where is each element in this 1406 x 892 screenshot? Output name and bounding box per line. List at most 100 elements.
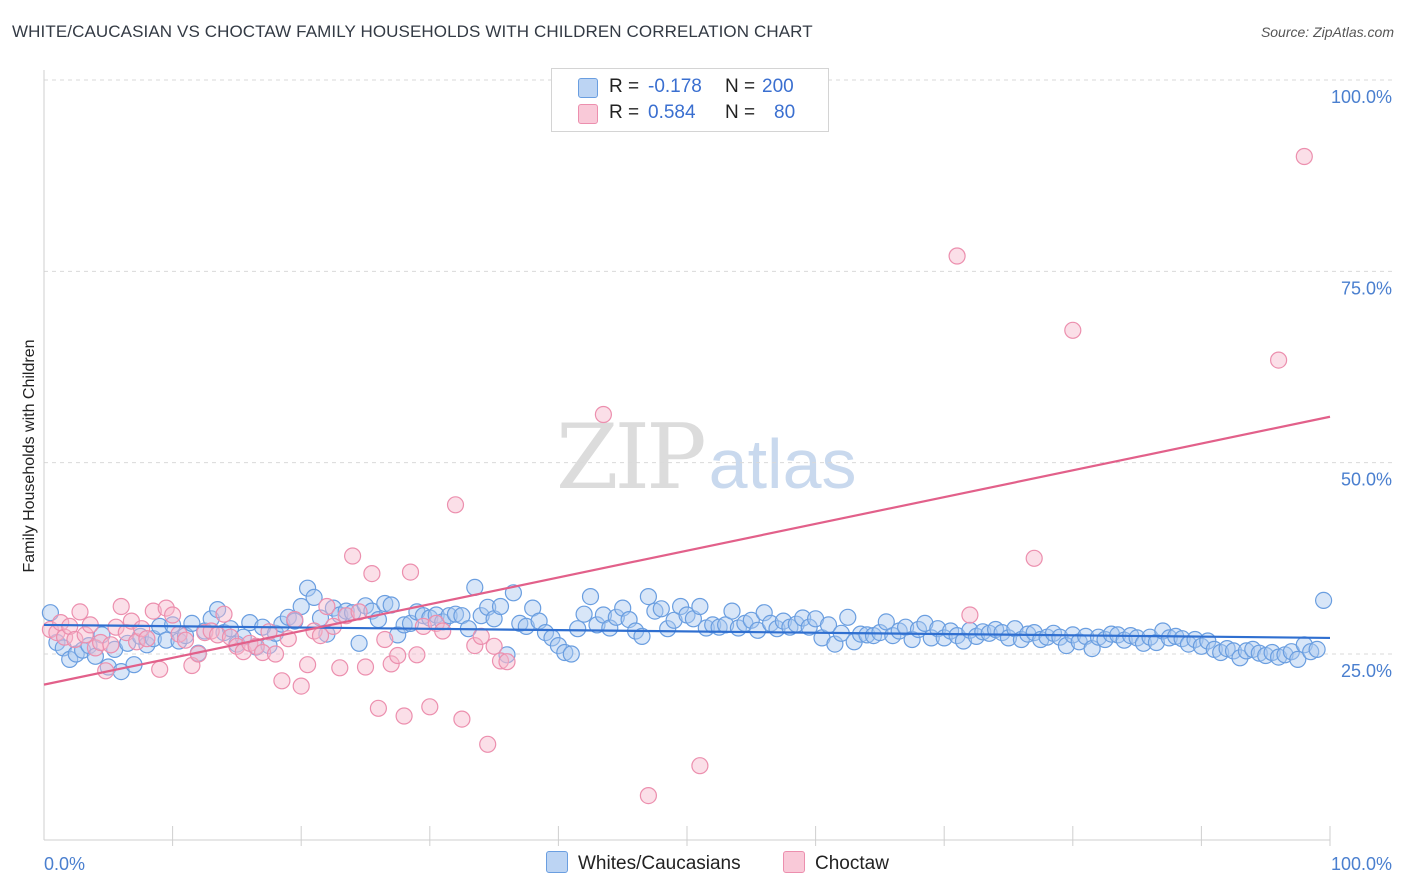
- whites-point: [337, 602, 355, 620]
- chart-title: WHITE/CAUCASIAN VS CHOCTAW FAMILY HOUSEH…: [12, 22, 813, 41]
- choctaw-point: [176, 631, 195, 649]
- whites-point: [1089, 628, 1108, 646]
- choctaw-point: [157, 599, 175, 617]
- choctaw-point: [1295, 147, 1313, 166]
- choctaw-point: [286, 610, 304, 629]
- choctaw-point: [401, 563, 420, 581]
- trend-lines: [43, 415, 1331, 686]
- choctaw-point: [55, 628, 74, 646]
- whites-point: [376, 594, 394, 613]
- choctaw-point: [112, 597, 130, 616]
- watermark-zip: ZIP: [556, 405, 707, 510]
- choctaw-point: [961, 606, 979, 624]
- choctaw-point: [292, 677, 310, 695]
- choctaw-point: [472, 627, 490, 646]
- whites-point: [498, 646, 516, 664]
- whites-point: [575, 605, 593, 623]
- whites-point: [1057, 636, 1076, 655]
- whites-trend-line: [43, 623, 1331, 640]
- choctaw-point: [369, 699, 387, 717]
- choctaw-point: [395, 707, 413, 725]
- choctaw-point: [1025, 549, 1043, 567]
- whites-point: [1025, 623, 1043, 642]
- whites-point: [41, 604, 60, 622]
- whites-point: [1308, 640, 1326, 659]
- y-tick-label: 25.0%: [1341, 661, 1392, 681]
- legend-n-label: N =: [725, 102, 756, 123]
- y-tick-label: 75.0%: [1341, 278, 1392, 298]
- whites-point: [858, 626, 876, 644]
- bottom-legend-swatch-choctaw: [783, 851, 805, 873]
- whites-point: [1237, 642, 1256, 660]
- source-label: Source: ZipAtlas.com: [1260, 24, 1394, 40]
- choctaw-point: [389, 646, 407, 665]
- choctaw-point: [299, 656, 317, 674]
- bottom-legend-label-choctaw: Choctaw: [815, 853, 889, 874]
- whites-point: [504, 584, 523, 602]
- whites-point: [929, 620, 947, 638]
- legend-r-label: R =: [609, 102, 640, 123]
- whites-point: [1224, 642, 1243, 660]
- grid-lines: [44, 79, 1392, 655]
- choctaw-point: [1064, 321, 1082, 339]
- whites-point: [549, 636, 568, 655]
- whites-point: [639, 587, 658, 606]
- bottom-legend-whites: Whites/Caucasians: [546, 851, 741, 875]
- whites-point: [1314, 591, 1333, 610]
- choctaw-point: [61, 617, 79, 636]
- legend-r-value: -0.178: [648, 76, 702, 97]
- legend-swatch-choctaw: [578, 104, 598, 124]
- choctaw-trend-line: [43, 415, 1331, 686]
- legend-swatch-whites: [578, 78, 598, 98]
- whites-point: [839, 608, 857, 626]
- watermark: ZIPatlas: [556, 405, 857, 510]
- whites-point: [903, 630, 921, 649]
- y-tick-labels: 25.0% 50.0% 75.0% 100.0%: [1331, 87, 1392, 681]
- bottom-legend-swatch-whites: [546, 851, 568, 873]
- whites-point: [138, 636, 156, 654]
- whites-point: [633, 627, 651, 646]
- y-tick-label: 100.0%: [1331, 87, 1392, 107]
- whites-point: [671, 597, 690, 616]
- choctaw-point: [376, 630, 394, 649]
- bottom-legend-choctaw: Choctaw: [783, 851, 889, 875]
- choctaw-point: [498, 653, 516, 671]
- whites-point: [916, 614, 934, 633]
- whites-point: [1289, 650, 1307, 669]
- choctaw-point: [491, 652, 510, 670]
- choctaw-point: [446, 496, 465, 514]
- x-tick-marks: [172, 826, 1331, 846]
- legend-r-value: 0.584: [648, 102, 696, 123]
- series-whites-points: [41, 578, 1333, 681]
- whites-point: [569, 620, 587, 638]
- choctaw-point: [273, 672, 291, 690]
- choctaw-point: [408, 646, 426, 664]
- whites-point: [299, 579, 317, 597]
- choctaw-point: [414, 617, 432, 636]
- legend: R = -0.178 N = 200 R = 0.584 N = 80: [551, 68, 829, 132]
- choctaw-point: [453, 710, 471, 728]
- whites-point: [1006, 620, 1024, 638]
- whites-point: [723, 602, 741, 620]
- choctaw-point: [356, 658, 375, 676]
- legend-r-label: R =: [609, 76, 640, 97]
- x-tick-label-min: 0.0%: [44, 854, 85, 874]
- choctaw-point: [76, 626, 94, 644]
- bottom-legend-label-whites: Whites/Caucasians: [578, 853, 741, 874]
- whites-point: [440, 607, 458, 625]
- choctaw-point: [331, 659, 349, 677]
- choctaw-point: [196, 623, 214, 642]
- choctaw-point: [266, 645, 285, 663]
- series-choctaw-points: [41, 147, 1313, 805]
- whites-point: [581, 587, 600, 606]
- whites-point: [607, 608, 625, 626]
- choctaw-point: [948, 247, 966, 265]
- choctaw-point: [485, 637, 503, 655]
- watermark-atlas: atlas: [708, 425, 857, 503]
- whites-point: [794, 609, 812, 627]
- legend-n-value: 80: [774, 102, 796, 123]
- whites-point: [1231, 649, 1249, 667]
- legend-n-value: 200: [762, 76, 794, 97]
- whites-point: [974, 623, 992, 641]
